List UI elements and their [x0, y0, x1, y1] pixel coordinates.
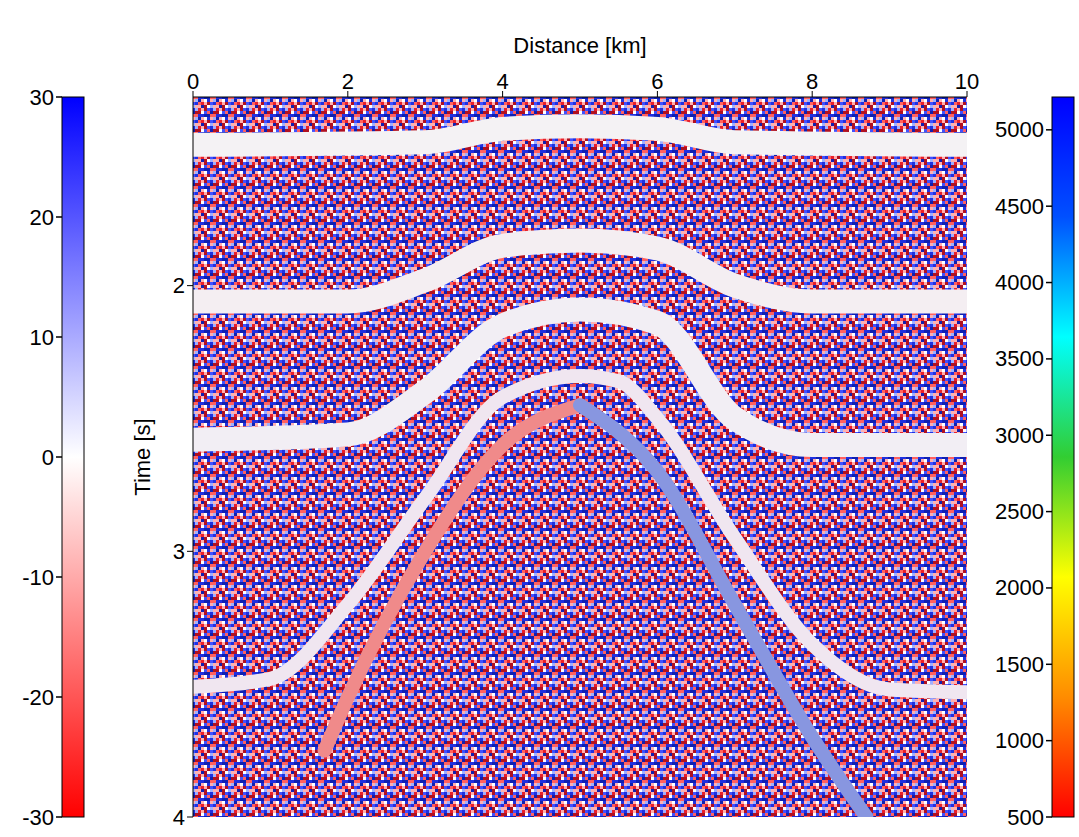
svg-text:2500: 2500	[995, 499, 1044, 524]
svg-text:10: 10	[30, 325, 54, 350]
svg-text:-10: -10	[22, 565, 54, 590]
svg-text:Distance [km]: Distance [km]	[513, 33, 646, 58]
svg-text:2: 2	[342, 69, 354, 94]
svg-text:-20: -20	[22, 685, 54, 710]
svg-text:2: 2	[173, 273, 185, 298]
svg-text:8: 8	[806, 69, 818, 94]
svg-text:1000: 1000	[995, 728, 1044, 753]
svg-text:6: 6	[651, 69, 663, 94]
svg-text:1500: 1500	[995, 652, 1044, 677]
svg-text:-30: -30	[22, 805, 54, 830]
svg-text:4: 4	[173, 805, 185, 830]
svg-text:3000: 3000	[995, 423, 1044, 448]
svg-text:2000: 2000	[995, 575, 1044, 600]
svg-text:0: 0	[42, 445, 54, 470]
svg-text:3500: 3500	[995, 346, 1044, 371]
svg-text:4: 4	[496, 69, 508, 94]
svg-text:4500: 4500	[995, 194, 1044, 219]
svg-text:4000: 4000	[995, 270, 1044, 295]
svg-text:30: 30	[30, 85, 54, 110]
svg-text:Time [s]: Time [s]	[130, 418, 155, 495]
svg-text:20: 20	[30, 205, 54, 230]
svg-text:5000: 5000	[995, 117, 1044, 142]
svg-text:3: 3	[173, 539, 185, 564]
svg-text:10: 10	[955, 69, 979, 94]
svg-text:500: 500	[1007, 805, 1044, 830]
svg-text:0: 0	[187, 69, 199, 94]
